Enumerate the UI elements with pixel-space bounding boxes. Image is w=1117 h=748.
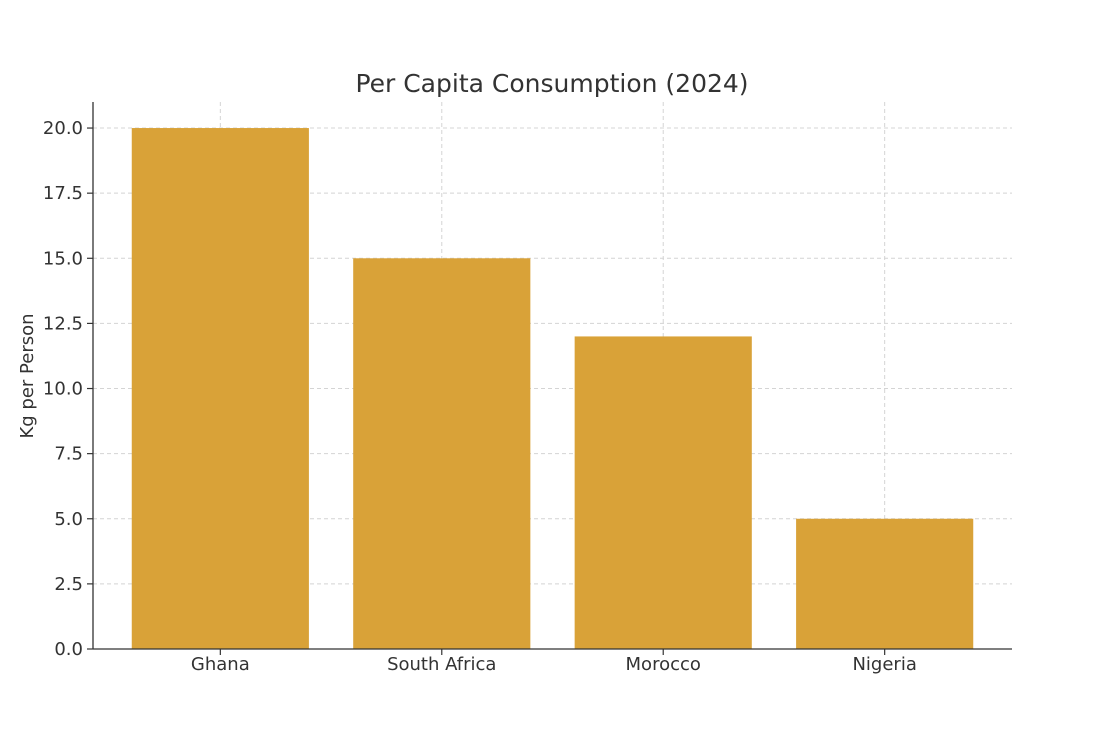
bar-ghana [131,128,309,650]
bar-south-africa [353,258,531,649]
bar-nigeria [796,518,974,649]
bar-morocco [574,336,752,649]
y-axis-label: Kg per Person [17,313,38,438]
y-tick-label: 2.5 [54,574,83,595]
y-tick-label: 17.5 [43,183,83,204]
y-tick-label: 10.0 [43,379,83,400]
y-tick-label: 20.0 [43,118,83,139]
x-tick-label: Morocco [626,654,701,675]
axis-ticks: 0.0 2.5 5.0 7.5 10.0 12.5 15.0 17.5 20.0 Ghana Sou… [43,118,917,675]
x-tick-label: South Africa [387,654,496,675]
bars [131,128,974,650]
y-tick-label: 7.5 [54,444,83,465]
y-tick-label: 0.0 [54,639,83,660]
y-tick-label: 15.0 [43,248,83,269]
y-tick-label: 12.5 [43,313,83,334]
x-tick-label: Ghana [191,654,250,675]
y-tick-label: 5.0 [54,509,83,530]
x-tick-label: Nigeria [852,654,916,675]
chart-title: Per Capita Consumption (2024) [355,69,748,98]
